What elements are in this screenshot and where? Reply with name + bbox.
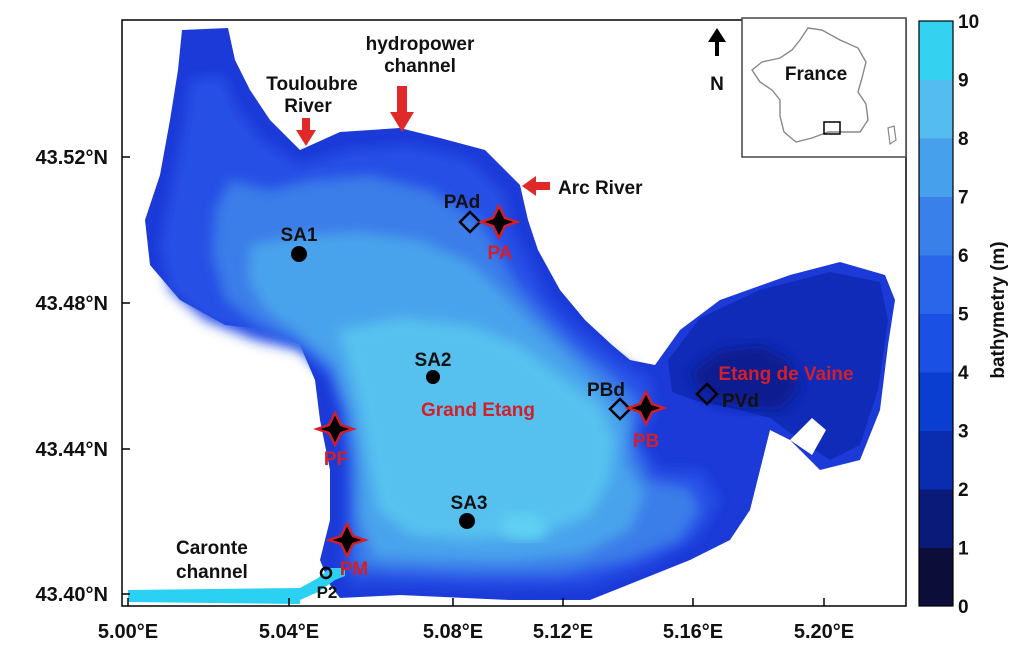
colorbar-frame bbox=[918, 20, 954, 607]
station-pf-marker bbox=[313, 410, 357, 448]
station-pa-label: PA bbox=[488, 243, 513, 264]
station-pm-marker bbox=[325, 521, 369, 559]
station-pbd-label: PBd bbox=[587, 380, 625, 401]
lon-tick-label: 5.20°E bbox=[794, 621, 854, 643]
lat-axis: 43.52°N 43.48°N 43.44°N 43.40°N bbox=[36, 147, 130, 606]
colorbar-tick-label: 2 bbox=[958, 480, 969, 501]
caronte-channel bbox=[128, 568, 345, 604]
lon-tick-label: 5.00°E bbox=[98, 621, 158, 643]
lon-tick-label: 5.04°E bbox=[259, 621, 319, 643]
label-caronte-1: Caronte bbox=[176, 538, 248, 559]
label-arc-river: Arc River bbox=[558, 178, 643, 199]
colorbar-band bbox=[919, 196, 953, 256]
station-pvd-marker bbox=[695, 382, 719, 406]
arrow-arc-river bbox=[522, 176, 550, 196]
station-sa2-marker bbox=[426, 370, 440, 384]
station-pm-label: PM bbox=[340, 559, 369, 580]
lon-tick-label: 5.16°E bbox=[663, 621, 723, 643]
label-caronte-2: channel bbox=[176, 562, 248, 583]
colorbar-title: bathymetry (m) bbox=[988, 241, 1009, 378]
colorbar-band bbox=[919, 21, 953, 80]
station-sa3-marker bbox=[459, 513, 475, 529]
colorbar: 0 1 2 3 4 5 6 7 8 9 10 bbox=[918, 12, 979, 618]
inset-location-box bbox=[823, 121, 841, 135]
colorbar-band bbox=[919, 79, 953, 139]
lat-tick-label: 43.52°N bbox=[36, 147, 109, 169]
colorbar-tick-label: 9 bbox=[958, 71, 969, 92]
station-pa-marker bbox=[477, 203, 521, 241]
colorbar-tick-label: 7 bbox=[958, 188, 969, 209]
station-pb-label: PB bbox=[633, 431, 659, 452]
station-p2-label: P2 bbox=[317, 583, 338, 602]
colorbar-tick-label: 5 bbox=[958, 305, 969, 326]
north-label: N bbox=[710, 74, 724, 95]
colorbar-tick-label: 4 bbox=[958, 363, 969, 384]
arrow-touloubre bbox=[296, 118, 316, 146]
label-touloubre-1: Touloubre bbox=[266, 74, 357, 95]
station-p2-marker bbox=[319, 566, 333, 580]
label-etang-de-vaine: Etang de Vaine bbox=[718, 364, 853, 385]
colorbar-band bbox=[919, 547, 953, 607]
station-sa2-label: SA2 bbox=[415, 350, 452, 371]
lagoon-bathymetry bbox=[145, 28, 895, 600]
lon-tick-label: 5.08°E bbox=[423, 621, 483, 643]
label-grand-etang: Grand Etang bbox=[421, 400, 535, 421]
colorbar-tick-label: 0 bbox=[958, 597, 969, 618]
station-pvd-label: PVd bbox=[722, 391, 759, 412]
station-sa3-label: SA3 bbox=[451, 493, 488, 514]
station-pf-label: PF bbox=[324, 449, 348, 470]
lat-tick-label: 43.44°N bbox=[36, 439, 109, 461]
station-pad-label: PAd bbox=[444, 192, 481, 213]
colorbar-tick-label: 3 bbox=[958, 422, 969, 443]
colorbar-band bbox=[919, 313, 953, 373]
station-pad-marker bbox=[458, 210, 482, 234]
north-arrow: N bbox=[708, 28, 726, 95]
arrow-hydropower bbox=[390, 86, 414, 132]
lon-axis: 5.00°E 5.04°E 5.08°E 5.12°E 5.16°E 5.20°E bbox=[98, 598, 854, 643]
lat-tick-label: 43.40°N bbox=[36, 584, 109, 606]
label-hydropower-2: channel bbox=[384, 56, 456, 77]
station-sa1-marker bbox=[291, 246, 307, 262]
station-pbd-marker bbox=[608, 397, 632, 421]
colorbar-tick-label: 6 bbox=[958, 246, 969, 267]
colorbar-band bbox=[919, 255, 953, 314]
lat-tick-label: 43.48°N bbox=[36, 293, 109, 315]
colorbar-band bbox=[919, 489, 953, 548]
inset-france: France bbox=[741, 17, 907, 158]
colorbar-tick-label: 10 bbox=[958, 12, 979, 33]
station-pb-marker bbox=[624, 389, 668, 427]
colorbar-tick-label: 1 bbox=[958, 539, 969, 560]
label-touloubre-2: River bbox=[284, 96, 332, 117]
colorbar-tick-label: 8 bbox=[958, 129, 969, 150]
colorbar-band bbox=[919, 430, 953, 490]
station-sa1-label: SA1 bbox=[281, 225, 318, 246]
inset-label: France bbox=[785, 64, 847, 85]
colorbar-band bbox=[919, 372, 953, 431]
colorbar-band bbox=[919, 138, 953, 197]
lon-tick-label: 5.12°E bbox=[533, 621, 593, 643]
france-outline bbox=[751, 27, 869, 143]
label-hydropower-1: hydropower bbox=[366, 34, 475, 55]
